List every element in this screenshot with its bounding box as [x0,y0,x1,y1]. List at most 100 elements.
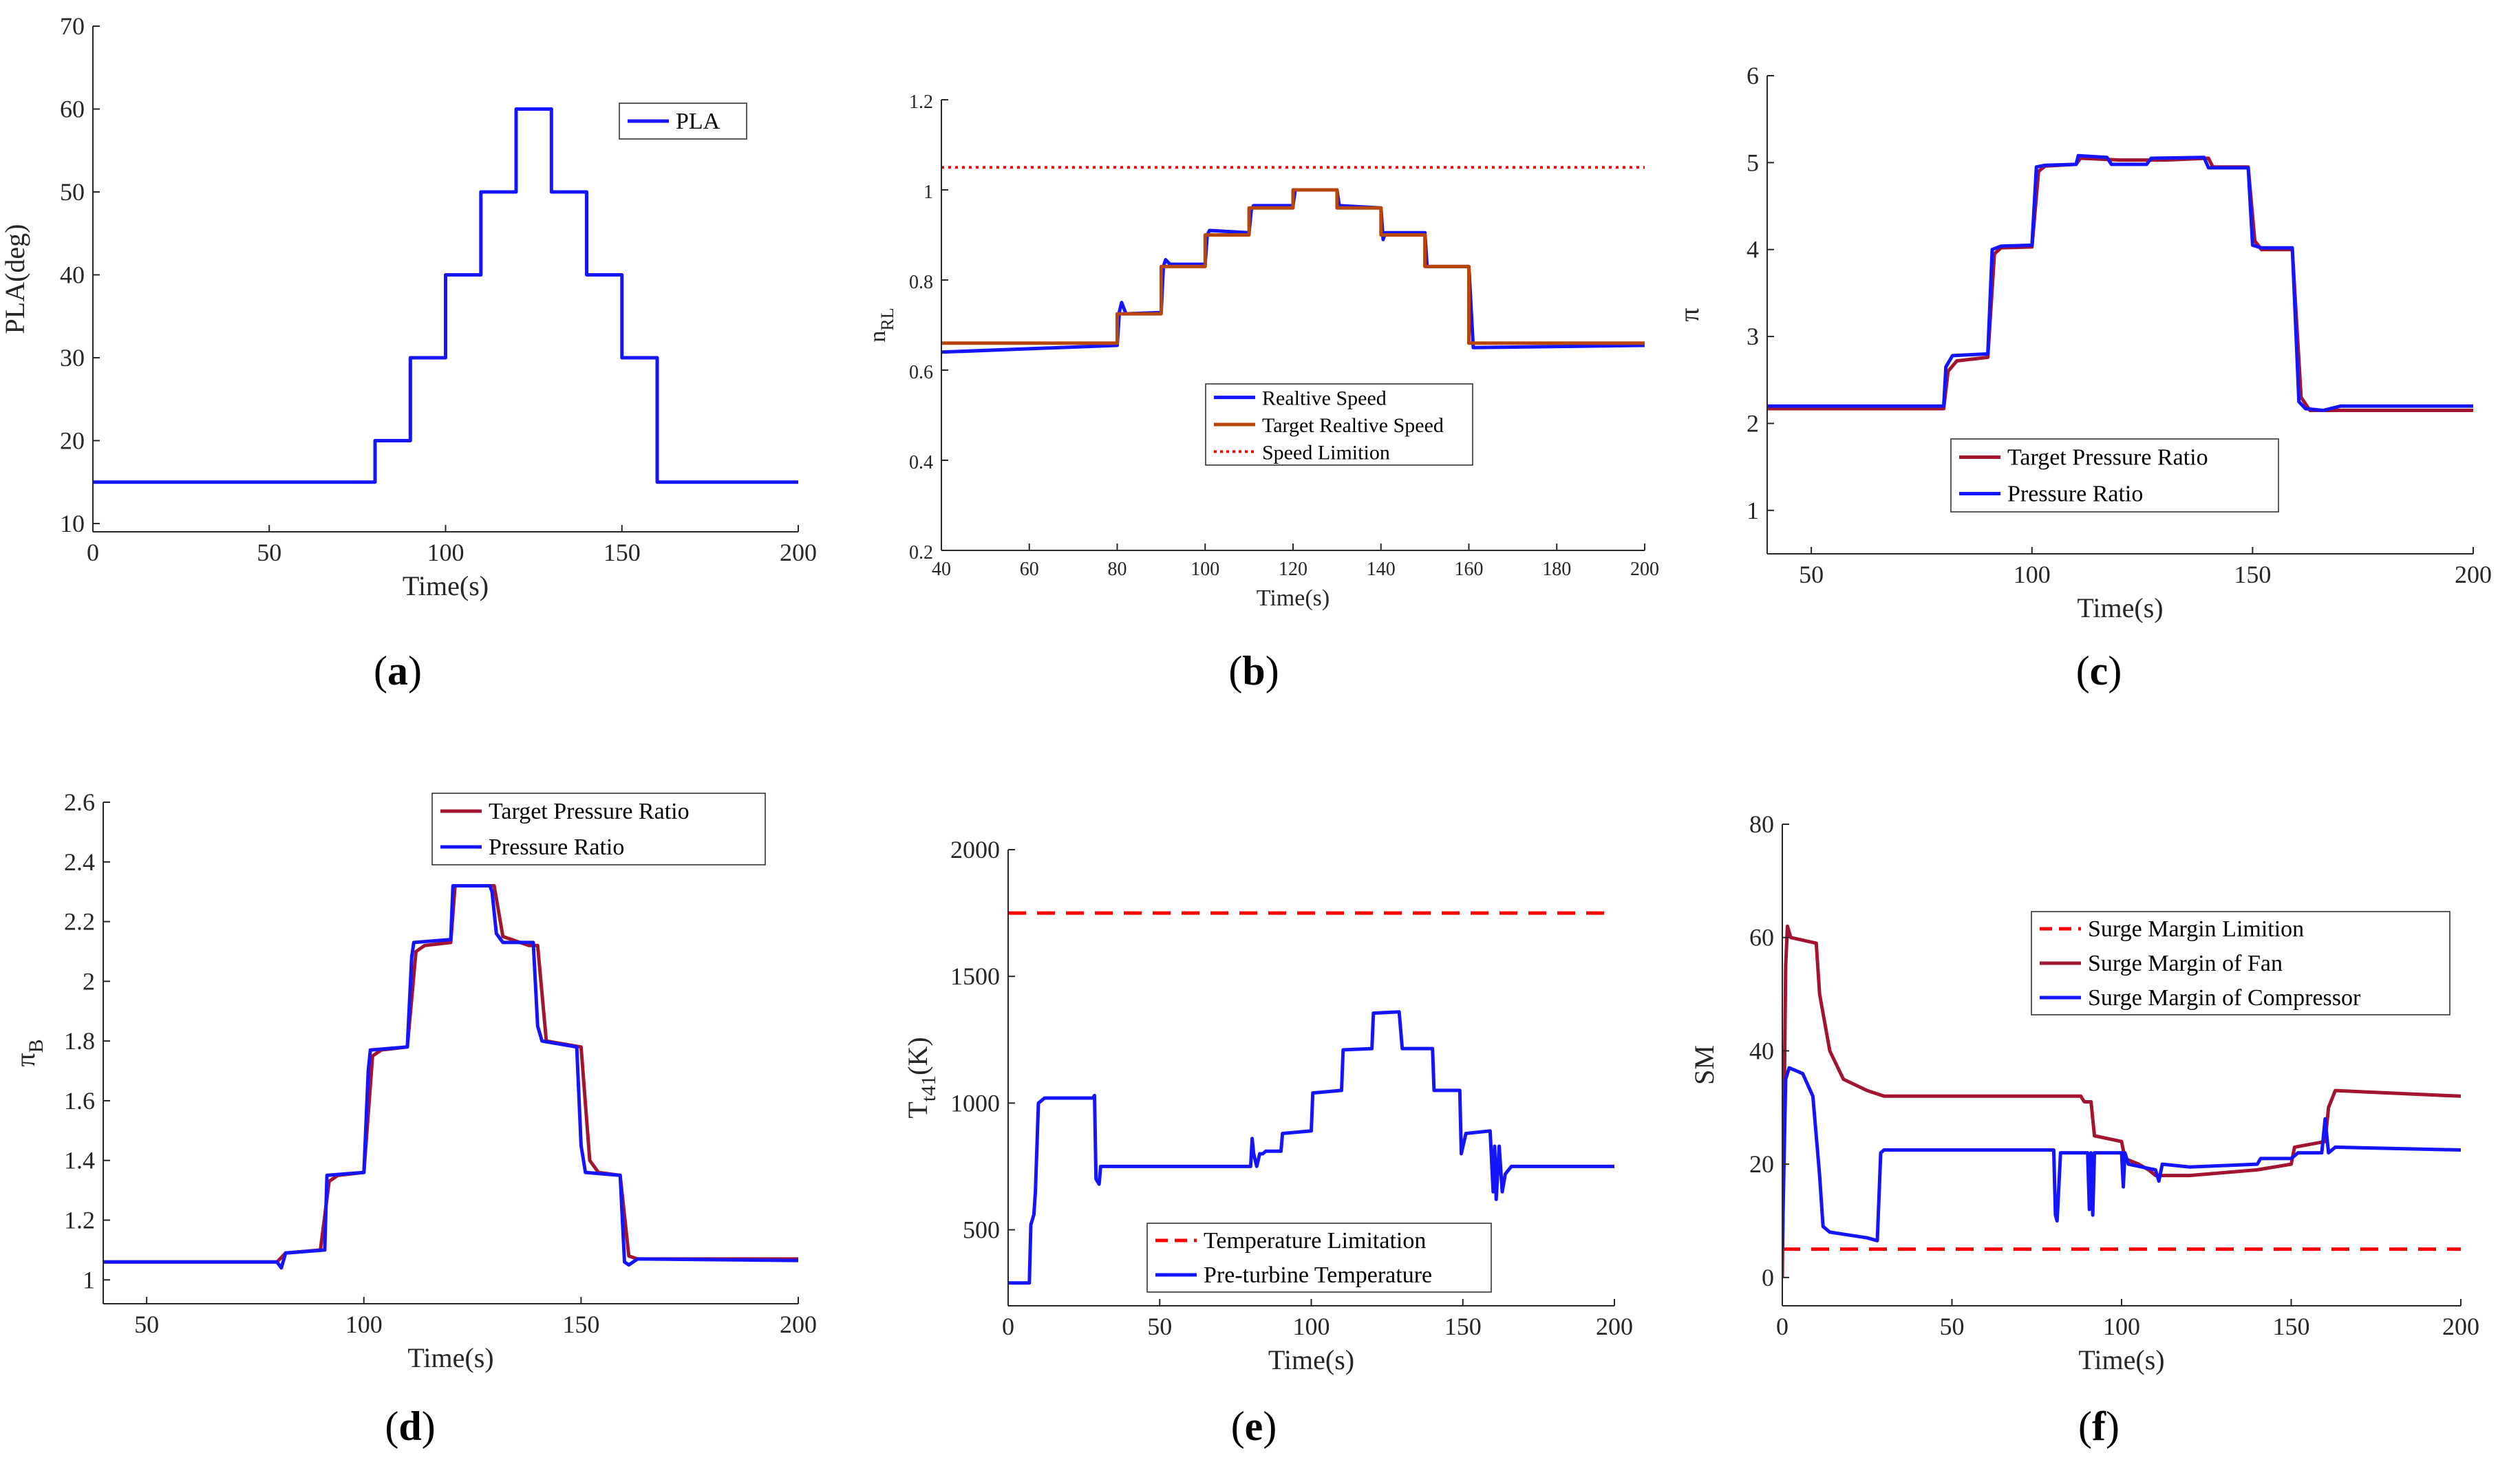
chart-a: 0 50 100 150 200 10 20 30 40 50 60 70 Time(s) PLA(deg… [0,12,817,693]
x-tick-label: 0 [1002,1313,1014,1340]
y-tick-label: 2000 [950,836,1000,863]
y-tick-label: 80 [1749,810,1774,838]
series-line-f-2 [1782,1066,2461,1249]
y-tick-label: 1.2 [909,92,933,113]
y-tick-label: 2 [83,967,95,995]
x-tick-label: 50 [1940,1313,1965,1340]
series-line-b-0 [941,188,1645,354]
y-tick-label: 1.2 [64,1207,95,1234]
x-tick-label: 180 [1542,559,1571,580]
y-tick-label: 60 [1749,924,1774,951]
legend-label: Pre-turbine Temperature [1204,1262,1432,1288]
y-tick-label: 1000 [950,1089,1000,1117]
y-tick-label: 5 [1747,149,1759,176]
y-tick-label: 1 [83,1266,95,1293]
series-line-f-1 [1782,924,2461,1278]
y-tick-label: 2.4 [64,848,95,876]
legend-label: Target Realtive Speed [1262,414,1444,437]
x-tick-label: 160 [1455,559,1484,580]
y-tick-label: 0.6 [909,362,933,383]
y-tick-label: 0 [1762,1264,1774,1291]
x-tick-label: 200 [1596,1313,1633,1340]
y-tick-label: 2.2 [64,908,95,936]
x-axis-label: Time(s) [403,570,489,601]
y-tick-label: 20 [1749,1150,1774,1178]
x-tick-label: 50 [1799,561,1824,588]
x-tick-label: 100 [2014,561,2051,588]
y-axis-label: Tt41(K) [902,1037,940,1118]
y-tick-label: 0.2 [909,542,933,563]
y-axis-label: SM [1689,1045,1720,1085]
chart-b: 40 60 80 100 120 140 160 180 200 0.2 0.4 0.6 0.8 1 1.2… [865,92,1659,693]
y-axis-label: πB [10,1039,47,1066]
y-tick-label: 50 [60,178,85,206]
legend-label: Realtive Speed [1262,387,1387,410]
legend: PLA [619,103,747,140]
y-tick-label: 60 [60,95,85,122]
panel-caption: (e) [1231,1404,1277,1449]
x-tick-label: 40 [932,559,951,580]
x-tick-label: 150 [562,1311,599,1338]
legend-label: Pressure Ratio [2007,482,2143,507]
legend: Surge Margin Limition Surge Margin of Fan… [2031,911,2451,1015]
y-axis-label: PLA(deg) [0,224,30,334]
y-tick-label: 20 [60,427,85,454]
x-tick-label: 60 [1020,559,1039,580]
y-tick-label: 30 [60,344,85,372]
y-tick-label: 10 [60,510,85,537]
series-line-c-1 [1767,153,2473,412]
legend-label: Speed Limition [1262,441,1390,464]
y-tick-label: 6 [1747,62,1759,89]
chart-d: 50 100 150 200 1 1.2 1.4 1.6 1.8 2 2.2 2.4 2.6 Time(s… [10,788,817,1449]
legend-label: Surge Margin of Fan [2088,951,2283,976]
series-line-b-1 [941,188,1645,345]
x-tick-label: 200 [1630,559,1659,580]
legend-label: Target Pressure Ratio [489,799,690,824]
x-tick-label: 150 [1444,1313,1482,1340]
y-tick-label: 4 [1747,236,1759,264]
chart-c: 50 100 150 200 1 2 3 4 5 6 Time(s) π Target Pressure… [1674,62,2492,693]
x-tick-label: 200 [2442,1313,2479,1340]
x-tick-label: 50 [257,539,281,566]
y-tick-label: 2 [1747,409,1759,437]
series-line-a-0 [93,107,798,484]
y-axis-label: nRL [865,308,897,342]
x-axis-label: Time(s) [2078,1344,2164,1375]
chart-f: 0 50 100 150 200 0 20 40 60 80 Time(s) SM Surge Marg… [1689,810,2479,1449]
x-axis-label: Time(s) [407,1342,493,1373]
series-line-d-0 [103,884,798,1264]
series-line-c-0 [1767,156,2473,412]
series-line-d-1 [103,884,798,1270]
y-tick-label: 1.8 [64,1027,95,1055]
x-tick-label: 50 [1147,1313,1172,1340]
x-axis-label: Time(s) [1268,1344,1354,1375]
y-tick-label: 0.8 [909,272,933,293]
x-tick-label: 200 [780,539,817,566]
y-axis-label: π [1674,308,1705,321]
y-tick-label: 1 [923,182,933,203]
y-tick-label: 0.4 [909,452,933,473]
legend: Realtive Speed Target Realtive Speed Speed… [1205,383,1473,466]
x-tick-label: 200 [2455,561,2492,588]
chart-e: 0 50 100 150 200 500 1000 1500 2000 Time(s) Tt41(K… [902,836,1633,1449]
x-axis-label: Time(s) [1257,585,1330,611]
panel-caption: (d) [385,1404,435,1449]
x-tick-label: 140 [1367,559,1396,580]
y-tick-label: 2.6 [64,788,95,816]
panel-caption: (f) [2078,1404,2120,1449]
y-tick-label: 3 [1747,323,1759,350]
x-tick-label: 100 [1191,559,1219,580]
series-line-e-1 [1008,1010,1614,1285]
panel-caption: (b) [1228,648,1279,693]
x-tick-label: 150 [2234,561,2271,588]
x-tick-label: 200 [780,1311,817,1338]
x-tick-label: 100 [1293,1313,1330,1340]
legend: Target Pressure Ratio Pressure Ratio [431,793,766,865]
legend: Target Pressure Ratio Pressure Ratio [1950,438,2279,513]
x-tick-label: 0 [87,539,99,566]
x-tick-label: 150 [2273,1313,2310,1340]
y-tick-label: 70 [60,12,85,40]
x-axis-label: Time(s) [2077,592,2163,623]
panel-caption: (c) [2076,648,2122,693]
